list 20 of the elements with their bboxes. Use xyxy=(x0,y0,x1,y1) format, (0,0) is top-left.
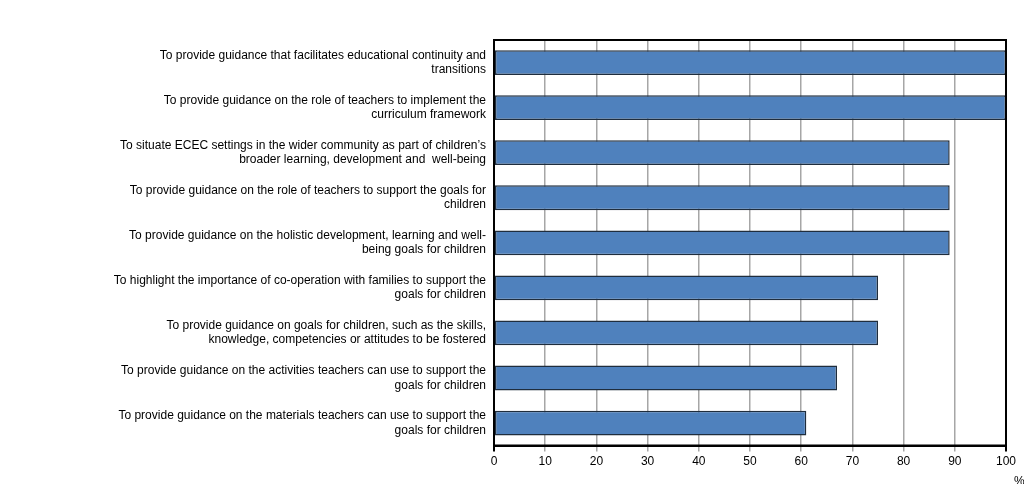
y-tick-label: To provide guidance on the materials teachers can use to support the goals for children xyxy=(118,408,487,437)
y-tick-label: To provide guidance on the role of teachers to implement the curriculum framework xyxy=(163,92,487,122)
y-tick-label: To provide guidance on the role of teachers to support the goals for children xyxy=(129,182,486,212)
x-tick-label: 70 xyxy=(845,454,860,469)
x-tick-label: 80 xyxy=(896,454,911,469)
x-tick-label: 90 xyxy=(948,454,962,469)
y-tick-label: To provide guidance on goals for children, such as the skills, knowledge, competencies or attitudes to be fostered xyxy=(166,318,486,347)
y-tick-label: To situate ECEC settings in the wider community as part of children’s broader learning, development and well-being xyxy=(120,137,486,167)
x-tick-label: 60 xyxy=(794,454,809,469)
x-tick-label: 40 xyxy=(692,454,706,469)
y-tick-label: To provide guidance on the holistic development, learning and well- being goals for children xyxy=(129,227,486,257)
y-tick-label: To provide guidance that facilitates educational continuity and transitions xyxy=(159,47,486,77)
x-tick-label: 10 xyxy=(538,454,553,469)
x-tick-label: 30 xyxy=(640,454,655,469)
x-tick-label: 20 xyxy=(589,454,604,469)
y-tick-label: To highlight the importance of co-operation with families to support the goals for children xyxy=(113,272,487,302)
x-tick-label: 0 xyxy=(490,454,498,469)
x-tick-label: 50 xyxy=(743,454,757,469)
y-tick-label: To provide guidance on the activities teachers can use to support the goals for children xyxy=(121,363,487,392)
x-tick-label: 100 xyxy=(995,454,1017,469)
